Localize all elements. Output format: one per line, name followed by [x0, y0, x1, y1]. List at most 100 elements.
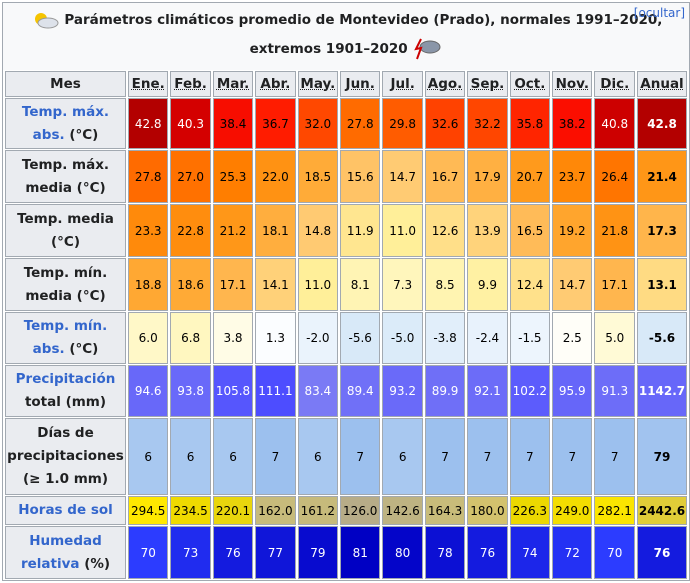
data-row: Temp. máx. media (°C) 27.8 27.0 25.3 22.0 18.… — [5, 150, 687, 203]
month-cell: 35.8 — [509, 98, 551, 149]
month-cell: 180.0 — [467, 496, 508, 525]
annual-cell: 21.4 — [637, 150, 687, 203]
climate-table: Mes Ene. Feb. Mar. Abr. May. Jun. Jul. Ago. Sep. O… — [3, 70, 689, 580]
month-cell: 91.3 — [594, 365, 635, 417]
row-link[interactable]: Temp. mín. abs. — [23, 318, 108, 357]
month-cell: 7 — [552, 418, 593, 495]
row-label: Temp. máx. abs. (°C) — [5, 98, 126, 149]
month-cell: 27.0 — [170, 150, 211, 203]
month-cell: 93.2 — [382, 365, 423, 417]
row-link[interactable]: Temp. máx. abs. — [21, 103, 110, 143]
month-cell: 226.3 — [509, 496, 551, 525]
month-cell: 38.2 — [552, 98, 593, 149]
month-cell: 72 — [552, 526, 593, 579]
month-cell: 38.4 — [212, 98, 254, 149]
data-row: Temp. media (°C) 23.3 22.8 21.2 18.1 14.8 11.9… — [5, 204, 687, 257]
month-cell: 32.6 — [424, 98, 466, 149]
month-cell: 7 — [467, 418, 508, 495]
month-cell: 11.0 — [297, 258, 339, 311]
month-cell: 102.2 — [509, 365, 551, 417]
month-cell: 27.8 — [128, 150, 169, 203]
month-cell: 18.8 — [128, 258, 169, 311]
storm-icon — [414, 38, 441, 60]
data-row: Precipitación total (mm) 94.6 93.8 105.8 111… — [5, 365, 687, 417]
month-header: Jun. — [340, 71, 381, 97]
row-label: Días de precipitaciones (≥ 1.0 mm) — [5, 418, 126, 495]
month-cell: 94.6 — [128, 365, 169, 417]
month-cell: 23.3 — [128, 204, 169, 257]
month-cell: 23.7 — [552, 150, 593, 203]
weather-icon — [34, 13, 59, 29]
month-cell: 7 — [594, 418, 635, 495]
month-cell: 93.8 — [170, 365, 211, 417]
month-cell: 40.3 — [170, 98, 211, 149]
month-cell: 234.5 — [170, 496, 211, 525]
column-label: Mes — [50, 76, 81, 92]
annual-cell: 76 — [637, 526, 687, 579]
month-cell: 14.8 — [297, 204, 339, 257]
month-cell: 74 — [509, 526, 551, 579]
month-cell: 17.9 — [467, 150, 508, 203]
month-cell: 21.2 — [212, 204, 254, 257]
month-cell: -1.5 — [509, 312, 551, 364]
toggle-link[interactable]: [ocultar] — [633, 6, 685, 20]
month-cell: 83.4 — [297, 365, 339, 417]
month-cell: 6 — [297, 418, 339, 495]
month-cell: 8.5 — [424, 258, 466, 311]
row-label: Temp. mín. media (°C) — [5, 258, 126, 311]
month-header: Dic. — [594, 71, 635, 97]
month-header: Mar. — [212, 71, 254, 97]
row-label: Temp. media (°C) — [5, 204, 126, 257]
month-cell: 81 — [340, 526, 381, 579]
month-header: Abr. — [255, 71, 296, 97]
month-cell: 105.8 — [212, 365, 254, 417]
annual-cell: 17.3 — [637, 204, 687, 257]
title-line-2: extremos 1901–2020 — [249, 41, 408, 57]
month-cell: 220.1 — [212, 496, 254, 525]
header-row: Mes Ene. Feb. Mar. Abr. May. Jun. Jul. Ago. Sep. O… — [5, 71, 687, 97]
month-cell: 32.0 — [297, 98, 339, 149]
month-header: Oct. — [509, 71, 551, 97]
month-cell: 21.8 — [594, 204, 635, 257]
month-cell: 282.1 — [594, 496, 635, 525]
month-cell: 249.0 — [552, 496, 593, 525]
month-cell: 36.7 — [255, 98, 296, 149]
row-label: Humedad relativa (%) — [5, 526, 126, 579]
month-cell: 3.8 — [212, 312, 254, 364]
month-cell: 70 — [594, 526, 635, 579]
month-cell: 13.9 — [467, 204, 508, 257]
month-cell: 17.1 — [594, 258, 635, 311]
month-label: Anual — [640, 76, 684, 92]
month-cell: 73 — [170, 526, 211, 579]
month-cell: 6 — [128, 418, 169, 495]
month-cell: 22.0 — [255, 150, 296, 203]
month-header: Anual — [637, 71, 687, 97]
row-link[interactable]: Humedad relativa — [20, 532, 102, 572]
month-cell: 25.3 — [212, 150, 254, 203]
month-label: Mar. — [216, 76, 250, 92]
row-link[interactable]: Precipitación — [15, 371, 116, 387]
row-unit: (%) — [84, 555, 111, 572]
month-label: Jun. — [345, 76, 375, 92]
month-cell: 11.9 — [340, 204, 381, 257]
row-unit: Días de precipitaciones (≥ 1.0 mm) — [7, 425, 124, 487]
data-row: Temp. máx. abs. (°C) 42.8 40.3 38.4 36.7 32.0… — [5, 98, 687, 149]
row-unit: Temp. media (°C) — [17, 210, 114, 250]
row-unit: Temp. mín. media (°C) — [23, 264, 108, 304]
month-cell: 89.9 — [424, 365, 466, 417]
month-header: Ene. — [128, 71, 169, 97]
month-cell: 6 — [212, 418, 254, 495]
month-cell: 95.9 — [552, 365, 593, 417]
row-label: Precipitación total (mm) — [5, 365, 126, 417]
month-cell: 162.0 — [255, 496, 296, 525]
corner-header: Mes — [5, 71, 126, 97]
row-unit: (°C) — [69, 126, 99, 143]
month-cell: 1.3 — [255, 312, 296, 364]
row-link[interactable]: Horas de sol — [18, 502, 113, 518]
month-cell: 70 — [128, 526, 169, 579]
month-cell: 17.1 — [212, 258, 254, 311]
caption: Parámetros climáticos promedio de Montev… — [3, 3, 689, 70]
month-cell: 12.6 — [424, 204, 466, 257]
